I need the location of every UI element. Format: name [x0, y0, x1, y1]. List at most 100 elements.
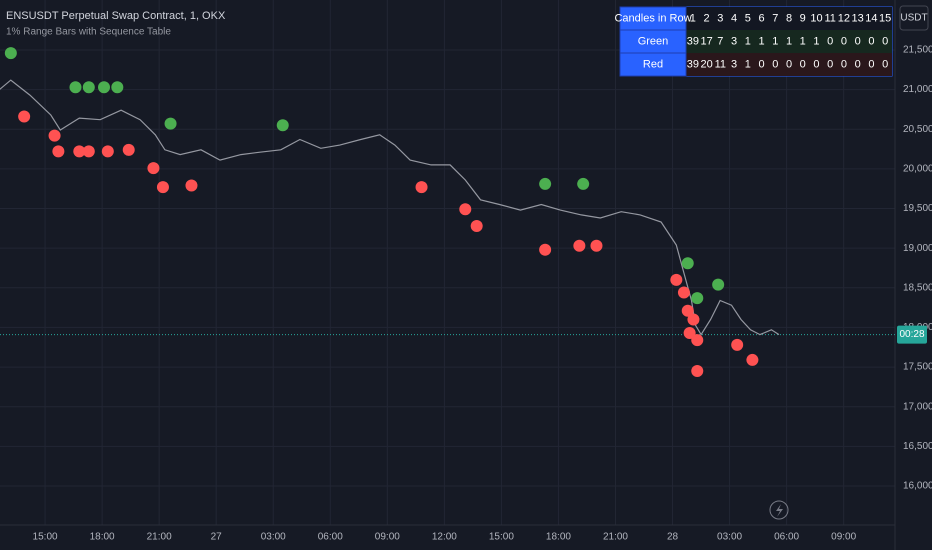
x-tick-label: 03:00 [261, 532, 286, 543]
table-cell: 39 [687, 58, 699, 70]
signal-dot [48, 129, 61, 142]
signal-dot [18, 110, 31, 123]
y-tick-label: 19,500 [903, 203, 932, 214]
table-cell: 3 [731, 58, 737, 70]
x-tick-label: 28 [667, 532, 679, 543]
indicator-title: 1% Range Bars with Sequence Table [6, 27, 171, 38]
signal-dot [276, 119, 289, 132]
x-tick-label: 18:00 [90, 532, 115, 543]
x-tick-label: 06:00 [318, 532, 343, 543]
table-cell: 7 [717, 35, 723, 47]
currency-label: USDT [900, 13, 927, 24]
signal-dot [687, 313, 700, 326]
table-cell: 3 [717, 12, 723, 24]
signal-dot [82, 81, 95, 94]
table-cell: 12 [838, 12, 850, 24]
replay-icon[interactable] [769, 500, 789, 520]
x-tick-label: 15:00 [33, 532, 58, 543]
table-cell: 5 [745, 12, 751, 24]
table-cell: 7 [772, 12, 778, 24]
table-cell: 1 [745, 58, 751, 70]
table-cell: 15 [879, 12, 891, 24]
table-row [686, 53, 892, 76]
signal-dot [415, 181, 428, 194]
y-tick-label: 16,000 [903, 481, 932, 492]
signal-dot [4, 47, 17, 60]
signal-dot [73, 145, 86, 158]
table-cell: 0 [855, 35, 861, 47]
table-cell: 11 [824, 12, 835, 24]
signal-dot [101, 145, 114, 158]
table-cell: 0 [827, 58, 833, 70]
table-cell: 0 [827, 35, 833, 47]
table-cell: 0 [855, 58, 861, 70]
signal-dot [82, 145, 95, 158]
table-cell: 1 [786, 35, 792, 47]
table-cell: 0 [813, 58, 819, 70]
table-cell: 13 [852, 12, 864, 24]
table-cell: 11 [715, 58, 726, 70]
table-cell: 39 [687, 35, 699, 47]
x-tick-label: 21:00 [603, 532, 628, 543]
table-row [686, 7, 892, 30]
signal-dot [539, 177, 552, 190]
table-cell: 2 [704, 12, 710, 24]
countdown: 00:28 [899, 329, 924, 340]
y-tick-label: 19,000 [903, 243, 932, 254]
signal-dot [470, 219, 483, 232]
x-tick-label: 09:00 [831, 532, 856, 543]
y-tick-label: 18,500 [903, 282, 932, 293]
signal-dot [122, 143, 135, 156]
table-row [686, 30, 892, 53]
table-cell: 1 [813, 35, 819, 47]
signal-dot [156, 181, 169, 194]
signal-dot [577, 177, 590, 190]
price-line [0, 79, 780, 336]
x-tick-label: 27 [211, 532, 223, 543]
signal-dot [164, 117, 177, 130]
x-tick-label: 12:00 [432, 532, 457, 543]
signal-dot [731, 338, 744, 351]
table-cell: 14 [865, 12, 877, 24]
table-cell: 9 [800, 12, 806, 24]
table-cell: 1 [758, 35, 764, 47]
table-cell: 4 [731, 12, 737, 24]
table-label: Candles in Row [614, 12, 691, 24]
table-cell: 3 [731, 35, 737, 47]
table-cell: 20 [700, 58, 712, 70]
table-cell: 0 [841, 58, 847, 70]
y-tick-label: 20,000 [903, 164, 932, 175]
table-cell: 0 [786, 58, 792, 70]
currency-button[interactable] [899, 5, 929, 31]
y-tick-label: 17,000 [903, 401, 932, 412]
y-tick-label: 21,500 [903, 45, 932, 56]
signal-dot [185, 179, 198, 192]
table-label-cell [619, 52, 687, 77]
signal-dot [69, 81, 82, 94]
table-cell: 0 [841, 35, 847, 47]
y-tick-label: 21,000 [903, 84, 932, 95]
table-cell: 10 [810, 12, 822, 24]
table-cell: 8 [786, 12, 792, 24]
grid [0, 0, 895, 525]
y-tick-label: 20,500 [903, 124, 932, 135]
x-tick-label: 03:00 [717, 532, 742, 543]
signal-dot [147, 162, 160, 175]
signal-dot [691, 365, 704, 378]
table-cell: 1 [800, 35, 806, 47]
table-cell: 1 [772, 35, 778, 47]
x-tick-label: 15:00 [489, 532, 514, 543]
y-tick-label: 17,500 [903, 362, 932, 373]
lightning [776, 504, 783, 517]
table-cell: 1 [690, 12, 696, 24]
table-cell: 0 [800, 58, 806, 70]
signal-dot [98, 81, 111, 94]
signal-dot [52, 145, 65, 158]
signal-dot [677, 286, 690, 299]
signal-dot [590, 239, 603, 252]
signal-dot [670, 273, 683, 286]
x-tick-label: 09:00 [375, 532, 400, 543]
signal-dot [539, 243, 552, 256]
